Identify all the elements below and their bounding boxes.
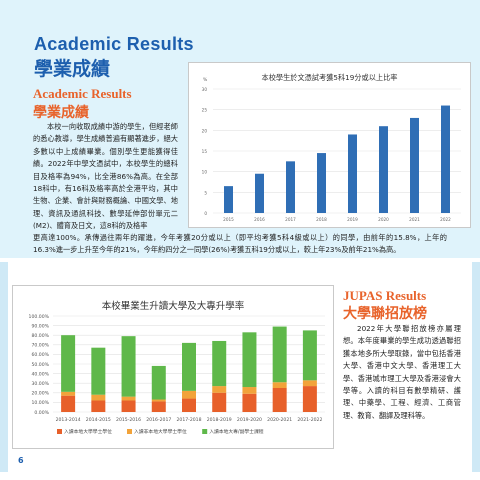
y-tick-label: 100.00%: [29, 314, 50, 320]
y-tick-label: 25: [202, 108, 208, 113]
bar-segment: [91, 347, 106, 395]
y-tick-label: 10.00%: [31, 400, 49, 406]
x-tick-label: 2020-2021: [267, 417, 292, 423]
jupas-heading-en: JUPAS Results: [343, 288, 427, 303]
progression-chart-title: 本校畢業生升讀大學及大專升學率: [101, 301, 245, 312]
bar: [317, 153, 326, 213]
bar-segment: [91, 394, 106, 401]
y-tick-label: 30: [202, 87, 208, 92]
bar-segment: [121, 396, 136, 401]
y-tick-label: 0: [204, 211, 207, 216]
bar-segment: [212, 386, 227, 393]
y-tick-label: 30.00%: [31, 381, 49, 387]
left-stripe: [0, 262, 8, 472]
bar-segment: [61, 335, 76, 392]
y-tick-label: 80.00%: [31, 333, 49, 339]
progression-chart: 本校畢業生升讀大學及大專升學率 0.00% 10.00% 20.00% 30.00% 4…: [12, 285, 334, 449]
bar-segment: [302, 386, 317, 412]
bar-segment: [212, 392, 227, 412]
page-title-zh: 學業成績: [34, 58, 111, 80]
x-tick-label: 2016: [254, 217, 265, 222]
x-tick-label: 2017-2018: [176, 417, 201, 423]
academic-paragraph-bottom: 更高達100%。承傳過往兩年的躍進，今年考獲20分或以上（即平均考獲5科4級或以…: [33, 233, 447, 255]
y-tick-label: 20: [202, 128, 208, 133]
x-tick-label: 2021: [409, 217, 420, 222]
dse-chart-title: 本校學生於文憑試考獲5科19分或以上比率: [261, 73, 398, 82]
y-tick-label: 20.00%: [31, 391, 49, 397]
right-stripe: [472, 262, 480, 472]
x-tick-label: 2017: [285, 217, 296, 222]
academic-paragraph-top: 本校一向收取成績中游的學生，但經老師的悉心教導，學生成績普遍有顯著進步，絕大多數…: [33, 122, 178, 231]
bar-segment: [272, 326, 287, 383]
bar: [224, 186, 233, 213]
x-tick-label: 2021-2022: [297, 417, 322, 423]
x-tick-label: 2013-2014: [56, 417, 81, 423]
bar-segment: [302, 330, 317, 381]
y-tick-label: 5: [204, 190, 207, 195]
academic-heading-zh: 學業成績: [33, 105, 89, 121]
x-tick-label: 2019-2020: [237, 417, 262, 423]
x-tick-label: 2014-2015: [86, 417, 111, 423]
bar-segment: [151, 399, 166, 402]
x-tick-label: 2020: [378, 217, 389, 222]
bar: [410, 117, 419, 213]
bar-segment: [121, 400, 136, 412]
y-tick-label: 15: [202, 149, 208, 154]
dse-chart-svg: 0 5 10 15 20 25 30% 2015 2016 2017 2018 2019 2020 202…: [202, 77, 461, 222]
dse-chart: 本校學生於文憑試考獲5科19分或以上比率 0 5 10 15 20 25 30% 2015 20…: [188, 62, 471, 228]
y-tick-label: 50.00%: [31, 362, 49, 368]
legend-label: 入讀本地大專/副學士課程: [209, 428, 264, 435]
bar-segment: [182, 398, 196, 412]
page-title-en: Academic Results: [34, 34, 194, 54]
y-tick-label: 0.00%: [34, 410, 49, 416]
bar: [441, 105, 450, 213]
x-tick-label: 2015: [223, 217, 234, 222]
y-tick-label: 40.00%: [31, 371, 49, 377]
y-tick-label: 10: [202, 170, 208, 175]
bar-segment: [121, 336, 136, 397]
bar-segment: [91, 400, 106, 412]
page-number: 6: [18, 456, 24, 465]
x-tick-label: 2016-2017: [146, 417, 171, 423]
y-tick-label: 90.00%: [31, 323, 49, 329]
y-unit-label: %: [203, 77, 208, 83]
x-tick-label: 2018: [316, 217, 327, 222]
jupas-paragraph: 2022年大學聯招放榜亦屬理想。本年度畢業的學生成功透過聯招獲本地多所大學取錄，…: [343, 324, 461, 420]
bar-segment: [61, 395, 76, 412]
legend-swatch: [202, 429, 208, 434]
progression-chart-svg: 0.00% 10.00% 20.00% 30.00% 40.00% 50.00% 60.00…: [29, 314, 325, 435]
academic-heading-en: Academic Results: [33, 86, 132, 101]
legend-swatch: [57, 429, 62, 434]
bar-segment: [151, 401, 166, 412]
x-tick-label: 2022: [440, 217, 451, 222]
legend-label: 入讀非本地大學學士學位: [134, 428, 187, 435]
legend-swatch: [127, 429, 132, 434]
bar-segment: [212, 340, 227, 387]
bar-segment: [242, 393, 257, 412]
bar-segment: [272, 388, 287, 412]
bar-segment: [182, 390, 196, 399]
bar-segment: [61, 391, 76, 396]
y-tick-label: 70.00%: [31, 343, 49, 349]
bar-segment: [242, 332, 257, 388]
bar: [379, 126, 388, 213]
bar-segment: [151, 365, 166, 400]
y-tick-label: 60.00%: [31, 352, 49, 358]
x-tick-label: 2015-2016: [116, 417, 141, 423]
bar-segment: [182, 342, 196, 391]
bar-segment: [242, 387, 257, 394]
legend-label: 入讀本地大學學士學位: [64, 428, 112, 435]
bar: [255, 173, 264, 213]
x-tick-label: 2019: [347, 217, 358, 222]
bar-segment: [272, 382, 287, 388]
bar: [348, 134, 357, 213]
x-tick-label: 2018-2019: [207, 417, 232, 423]
bar: [286, 161, 295, 213]
bar-segment: [302, 380, 317, 387]
jupas-heading-zh: 大學聯招放榜: [343, 306, 427, 322]
